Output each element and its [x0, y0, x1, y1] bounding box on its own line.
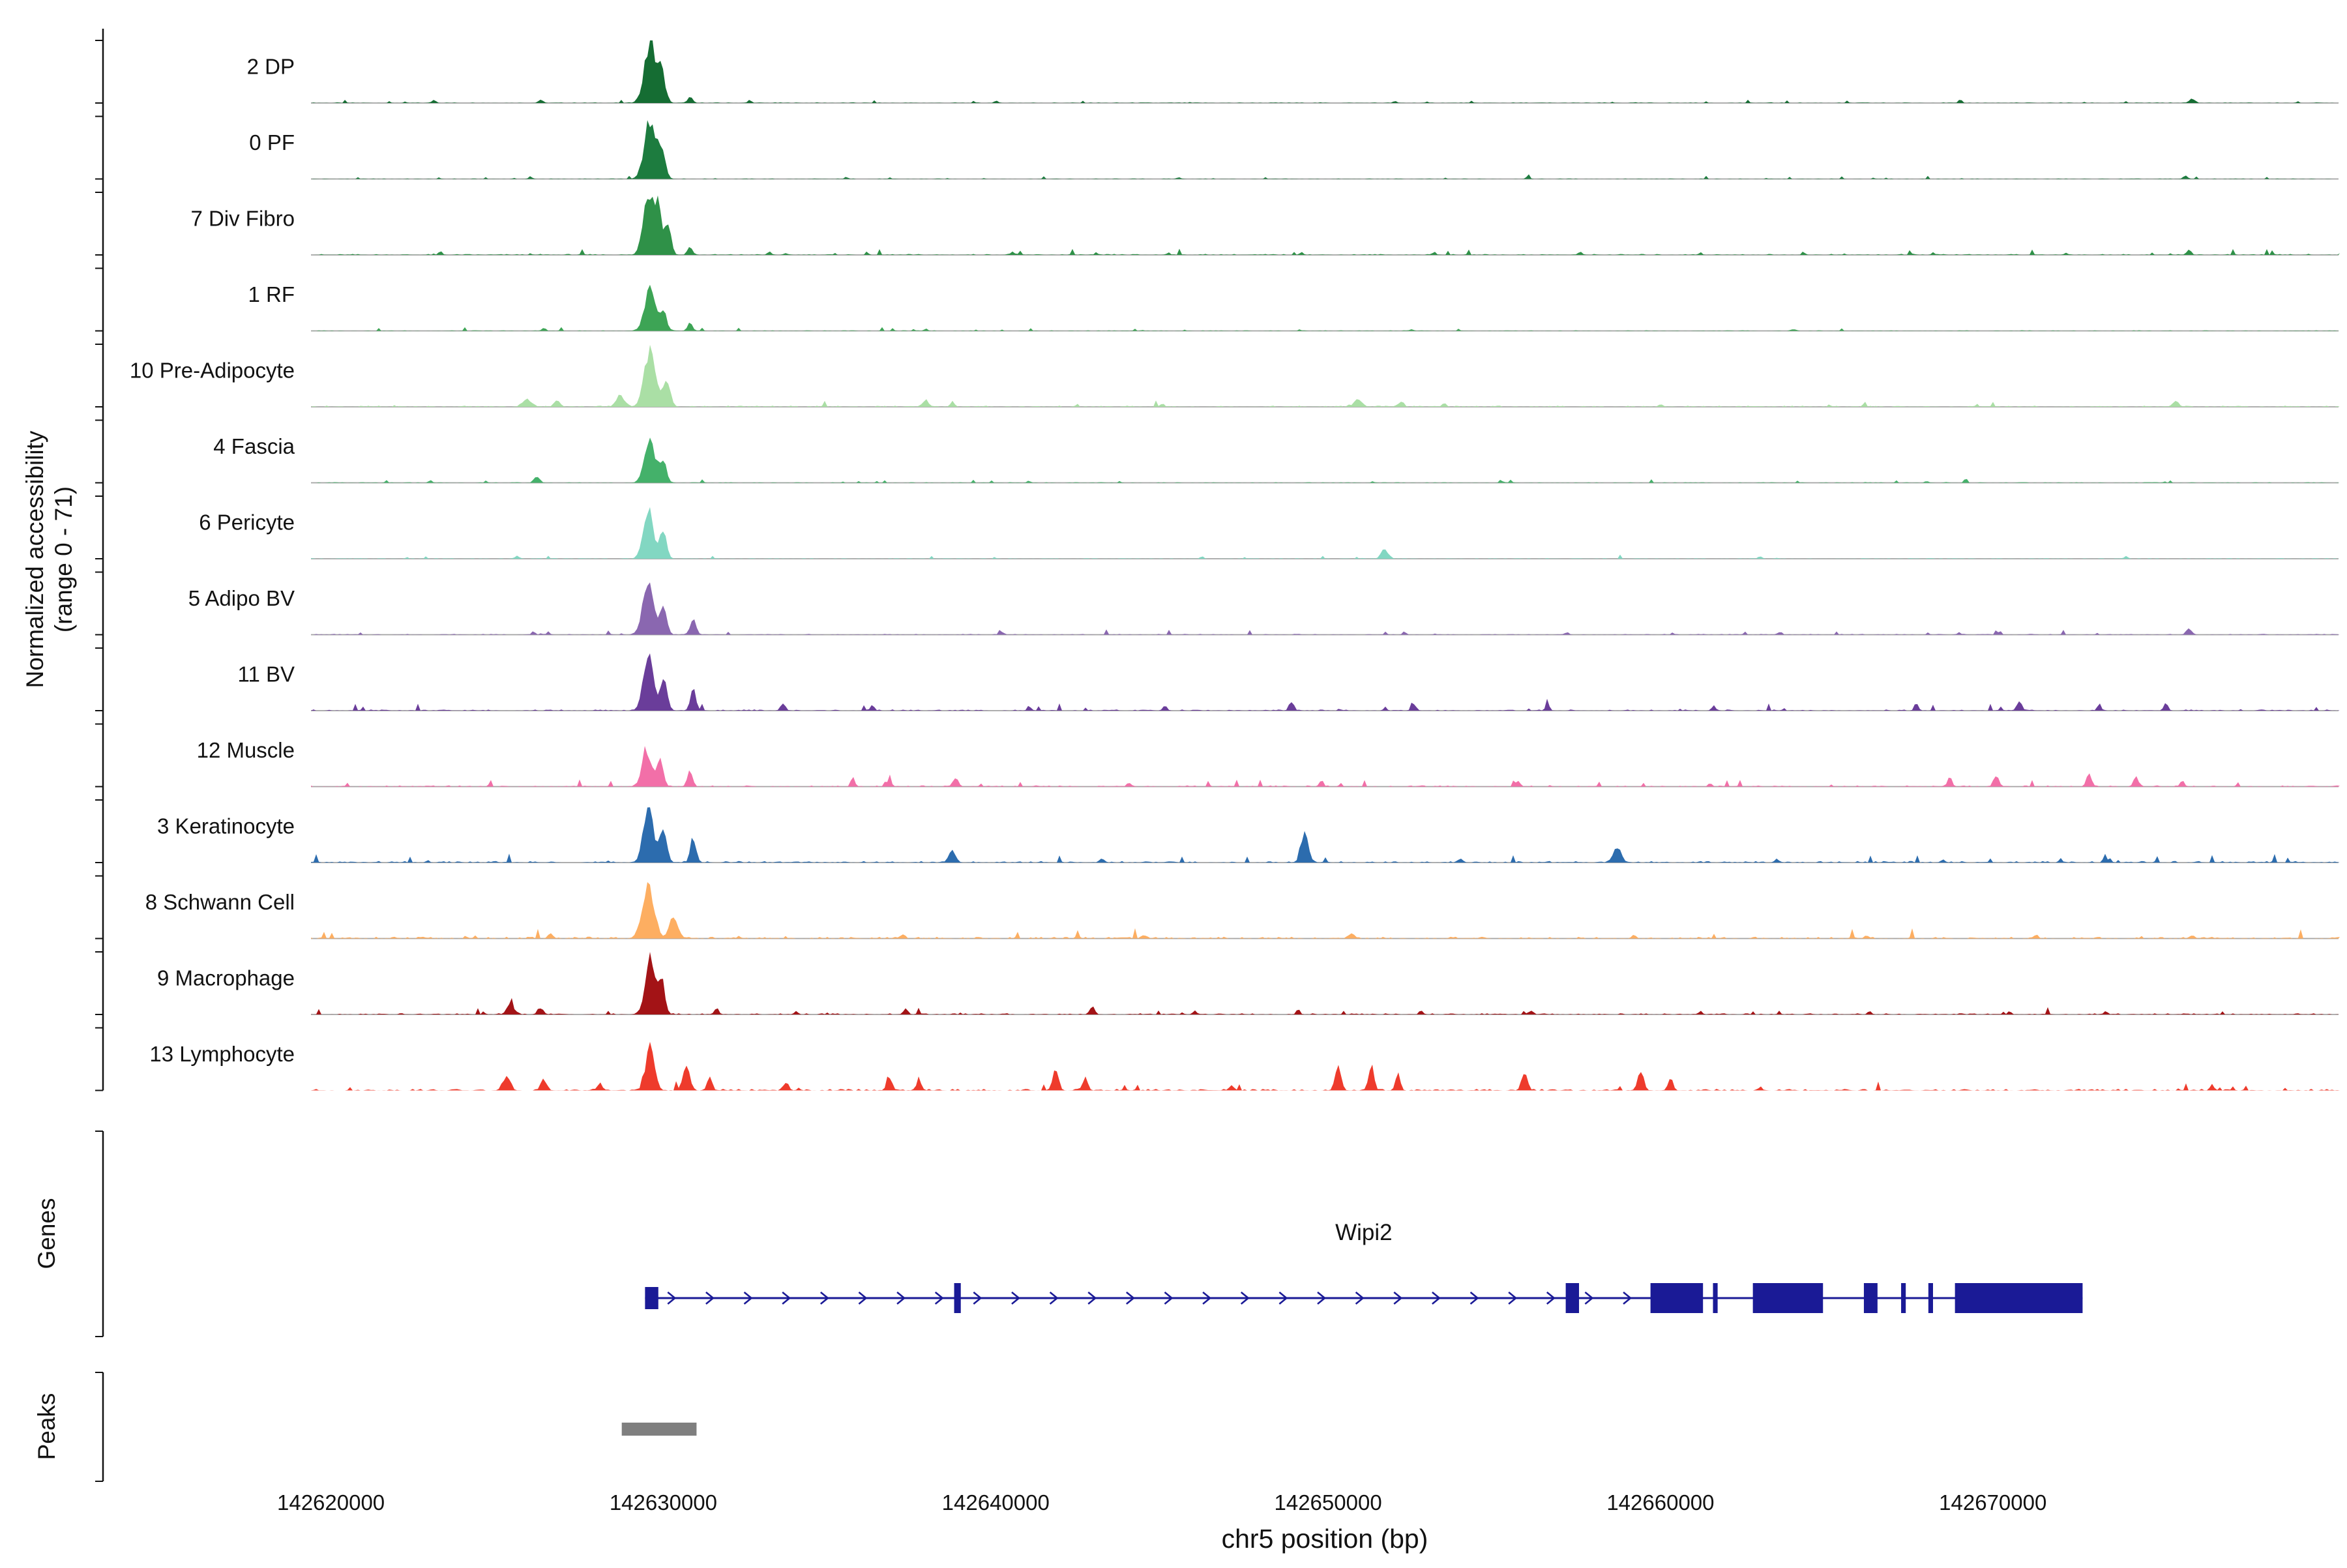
gene-strand-arrow: [896, 1291, 906, 1305]
gene-strand-arrow: [782, 1291, 791, 1305]
signal-track-13-lymphocyte: [311, 1041, 2340, 1091]
signal-track-12-muscle: [311, 746, 2340, 787]
x-tick-label: 142640000: [942, 1490, 1050, 1515]
gene-strand-arrow: [1049, 1291, 1059, 1305]
gene-strand-arrow: [858, 1291, 868, 1305]
gene-strand-arrow: [1432, 1291, 1441, 1305]
x-tick-label: 142650000: [1275, 1490, 1382, 1515]
track-label-12-muscle: 12 Muscle: [197, 738, 295, 762]
gene-strand-arrow: [1164, 1291, 1174, 1305]
track-label-6-pericyte: 6 Pericyte: [199, 510, 295, 535]
x-tick-label: 142670000: [1939, 1490, 2046, 1515]
gene-exon: [954, 1283, 961, 1313]
gene-strand-arrow: [1546, 1291, 1556, 1305]
signal-track-2-dp: [311, 40, 2340, 103]
gene-strand-arrow: [1584, 1291, 1594, 1305]
gene-strand-arrow: [1011, 1291, 1021, 1305]
signal-track-0-pf: [311, 120, 2340, 179]
gene-strand-arrow: [934, 1291, 944, 1305]
track-label-8-schwann-cell: 8 Schwann Cell: [145, 890, 295, 914]
signal-track-6-pericyte: [311, 507, 2340, 559]
y-axis-label-line2: (range 0 - 71): [50, 486, 77, 632]
gene-strand-arrow: [1469, 1291, 1479, 1305]
gene-exon: [1713, 1283, 1718, 1313]
gene-strand-arrow: [1087, 1291, 1097, 1305]
signal-track-7-div-fibro: [311, 195, 2340, 255]
signal-track-4-fascia: [311, 437, 2340, 483]
gene-strand-arrow: [1623, 1291, 1632, 1305]
x-tick-label: 142620000: [277, 1490, 385, 1515]
signal-track-11-bv: [311, 653, 2340, 711]
x-tick-label: 142630000: [610, 1490, 717, 1515]
track-label-13-lymphocyte: 13 Lymphocyte: [149, 1042, 295, 1066]
x-axis-title: chr5 position (bp): [1222, 1524, 1428, 1554]
track-label-1-rf: 1 RF: [248, 282, 295, 306]
peak-region-bar: [621, 1423, 697, 1436]
gene-strand-arrow: [1278, 1291, 1288, 1305]
gene-strand-arrow: [1202, 1291, 1212, 1305]
gene-strand-arrow: [973, 1291, 982, 1305]
gene-exon: [1928, 1283, 1933, 1313]
gene-strand-arrow: [1508, 1291, 1518, 1305]
signal-track-5-adipo-bv: [311, 582, 2340, 635]
gene-strand-arrow: [705, 1291, 715, 1305]
track-label-2-dp: 2 DP: [247, 55, 295, 79]
gene-exon: [645, 1287, 658, 1309]
gene-strand-arrow: [1317, 1291, 1327, 1305]
track-label-4-fascia: 4 Fascia: [213, 434, 295, 458]
track-label-9-macrophage: 9 Macrophage: [157, 966, 295, 990]
genes-section-label: Genes: [33, 1198, 60, 1269]
peaks-section-label: Peaks: [33, 1393, 60, 1460]
signal-track-10-pre-adipocyte: [311, 344, 2340, 407]
x-tick-label: 142660000: [1606, 1490, 1714, 1515]
gene-strand-arrow: [667, 1291, 677, 1305]
gene-strand-arrow: [1240, 1291, 1250, 1305]
signal-track-1-rf: [311, 284, 2340, 331]
gene-exon: [1955, 1283, 2083, 1313]
signal-track-3-keratinocyte: [311, 807, 2340, 863]
gene-exon: [1650, 1283, 1704, 1313]
gene-name-label: Wipi2: [1335, 1220, 1393, 1245]
gene-exon: [1863, 1283, 1878, 1313]
gene-exon: [1901, 1283, 1906, 1313]
track-label-0-pf: 0 PF: [249, 130, 295, 155]
gene-strand-arrow: [819, 1291, 829, 1305]
signal-track-8-schwann-cell: [311, 882, 2340, 939]
gene-exon: [1752, 1283, 1823, 1313]
y-axis-label-line1: Normalized accessibility: [22, 430, 48, 688]
track-label-5-adipo-bv: 5 Adipo BV: [188, 586, 295, 610]
track-label-11-bv: 11 BV: [238, 662, 295, 687]
track-label-7-div-fibro: 7 Div Fibro: [190, 207, 295, 231]
track-label-10-pre-adipocyte: 10 Pre-Adipocyte: [130, 359, 295, 383]
gene-strand-arrow: [1355, 1291, 1365, 1305]
gene-strand-arrow: [743, 1291, 753, 1305]
gene-exon: [1565, 1283, 1580, 1313]
gene-strand-arrow: [1126, 1291, 1135, 1305]
gene-strand-arrow: [1393, 1291, 1403, 1305]
track-label-3-keratinocyte: 3 Keratinocyte: [157, 814, 295, 838]
signal-track-9-macrophage: [311, 952, 2340, 1014]
